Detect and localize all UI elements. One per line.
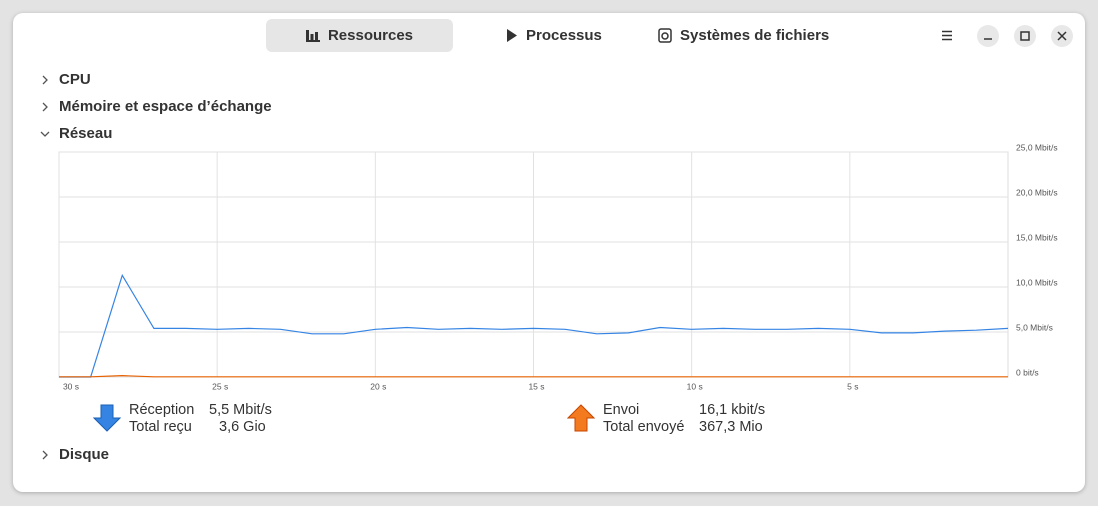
y-tick-label: 10,0 Mbit/s bbox=[1016, 277, 1058, 287]
legend-label: Envoi bbox=[603, 402, 640, 418]
chevron bbox=[42, 102, 48, 112]
x-tick-label: 25 s bbox=[212, 381, 228, 391]
tab-label: Processus bbox=[526, 27, 602, 44]
tab-resources[interactable]: Ressources bbox=[266, 19, 453, 52]
tab-label: Systèmes de fichiers bbox=[680, 27, 830, 44]
x-tick-label: 20 s bbox=[370, 381, 386, 391]
x-tick-label: 5 s bbox=[847, 381, 858, 391]
y-tick-label: 5,0 Mbit/s bbox=[1016, 322, 1053, 332]
y-tick-label: 20,0 Mbit/s bbox=[1016, 187, 1058, 197]
receive-icon bbox=[93, 404, 121, 432]
tab-label: Ressources bbox=[327, 27, 414, 44]
x-tick-label: 30 s bbox=[63, 381, 79, 391]
total-label: Total envoyé bbox=[603, 419, 685, 435]
total: 3,6 Gio bbox=[219, 419, 266, 435]
tab-filesystems[interactable]: Systèmes de fichiers bbox=[658, 19, 829, 52]
icon bbox=[507, 29, 517, 42]
chevron bbox=[42, 75, 48, 85]
x-tick-label: 15 s bbox=[528, 381, 544, 391]
send-icon bbox=[567, 404, 595, 432]
section-network[interactable]: Réseau bbox=[59, 125, 113, 142]
section-cpu[interactable]: CPU bbox=[59, 71, 91, 88]
icon bbox=[305, 30, 320, 42]
close-button[interactable] bbox=[1051, 25, 1073, 47]
legend-label: Réception bbox=[129, 402, 195, 418]
rate: 16,1 kbit/s bbox=[699, 402, 766, 418]
menu-button[interactable] bbox=[941, 30, 953, 41]
total: 367,3 Mio bbox=[699, 419, 763, 435]
minimize-button[interactable] bbox=[977, 25, 999, 47]
series-line bbox=[59, 375, 1008, 378]
section-disk[interactable]: Disque bbox=[59, 446, 110, 463]
chevron bbox=[40, 131, 50, 137]
chevron bbox=[42, 450, 48, 460]
x-tick-label: 10 s bbox=[687, 381, 703, 391]
maximize-button[interactable] bbox=[1014, 25, 1036, 47]
total-label: Total reçu bbox=[129, 419, 192, 435]
icon bbox=[984, 38, 992, 40]
icon bbox=[658, 28, 672, 43]
series-line bbox=[59, 273, 1009, 378]
y-tick-label: 0 bit/s bbox=[1016, 367, 1039, 377]
tab-processes[interactable]: Processus bbox=[506, 19, 602, 52]
y-tick-label: 15,0 Mbit/s bbox=[1016, 232, 1058, 242]
rate: 5,5 Mbit/s bbox=[209, 402, 272, 418]
icon bbox=[1057, 31, 1067, 41]
section-memory[interactable]: Mémoire et espace d’échange bbox=[59, 98, 272, 115]
y-tick-label: 25,0 Mbit/s bbox=[1016, 142, 1058, 152]
icon bbox=[1020, 31, 1030, 41]
